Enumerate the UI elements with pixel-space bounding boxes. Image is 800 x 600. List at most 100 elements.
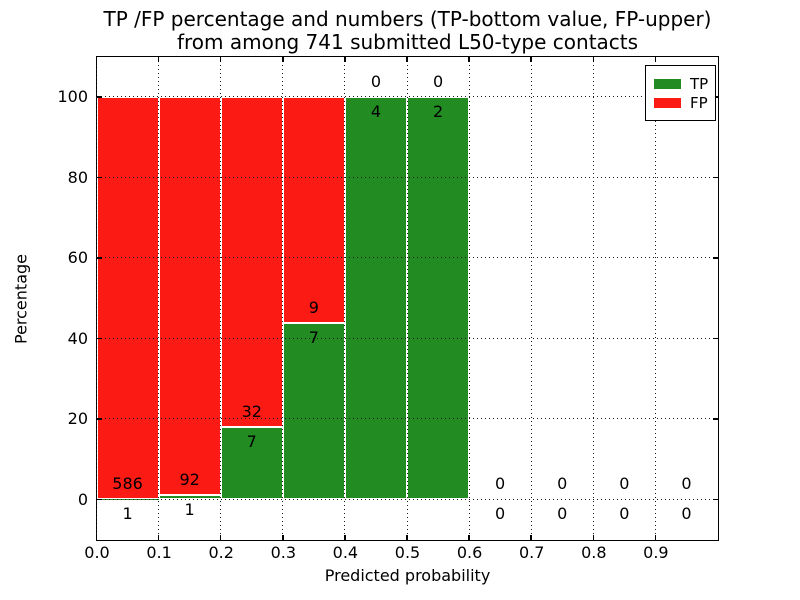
axis-tick bbox=[592, 56, 595, 62]
axis-tick bbox=[530, 56, 532, 62]
x-tick-label: 0.0 bbox=[84, 543, 110, 562]
fp-count-label: 0 bbox=[619, 474, 630, 494]
tp-count-label: 7 bbox=[246, 432, 257, 451]
chart-title-line1: TP /FP percentage and numbers (TP-bottom… bbox=[103, 7, 712, 31]
bar-segment-tp bbox=[220, 427, 283, 500]
fp-color-swatch bbox=[654, 97, 681, 108]
x-tick-label: 0.5 bbox=[394, 543, 421, 562]
legend-label-tp: TP bbox=[690, 74, 709, 93]
legend-entry-tp: TP bbox=[654, 74, 709, 93]
axis-tick bbox=[344, 534, 346, 540]
bar-segment-fp bbox=[282, 96, 345, 324]
tp-count-label: 2 bbox=[432, 101, 444, 121]
fp-count-label: 0 bbox=[681, 474, 692, 494]
fp-count-label: 0 bbox=[370, 71, 382, 91]
chart-title: TP /FP percentage and numbers (TP-bottom… bbox=[97, 8, 718, 54]
tp-color-swatch bbox=[654, 78, 681, 89]
fp-count-label: 0 bbox=[432, 71, 444, 91]
axis-tick bbox=[468, 56, 470, 62]
chart-title-line2: from among 741 submitted L50-type contac… bbox=[176, 30, 639, 54]
grid-line-horizontal bbox=[96, 498, 718, 500]
axis-tick bbox=[282, 534, 284, 540]
tp-count-label: 0 bbox=[495, 504, 506, 524]
y-tick-label: 60 bbox=[67, 248, 88, 268]
x-tick-label: 0.4 bbox=[332, 543, 359, 562]
bar-segment-fp bbox=[158, 96, 221, 495]
axis-tick bbox=[95, 534, 98, 540]
axis-tick bbox=[96, 418, 102, 420]
x-tick-label: 0.1 bbox=[146, 543, 172, 562]
legend-label-fp: FP bbox=[690, 93, 708, 112]
axis-tick bbox=[219, 56, 222, 62]
tp-count-label: 0 bbox=[619, 504, 630, 524]
fp-count-label: 586 bbox=[112, 473, 143, 493]
x-tick-label: 0.7 bbox=[518, 543, 545, 562]
axis-tick bbox=[654, 56, 657, 62]
bar-segment-tp bbox=[344, 96, 407, 500]
axis-tick bbox=[712, 257, 718, 259]
grid-line-vertical bbox=[654, 56, 656, 540]
tp-count-label: 1 bbox=[184, 499, 195, 519]
axis-tick bbox=[96, 337, 102, 339]
bar-segment-tp bbox=[282, 323, 345, 500]
axis-tick bbox=[157, 534, 160, 540]
y-tick-label: 100 bbox=[57, 87, 88, 107]
axis-tick bbox=[95, 56, 98, 62]
axis-tick bbox=[654, 534, 657, 540]
y-tick-label: 80 bbox=[67, 167, 88, 187]
grid-line-vertical bbox=[468, 56, 470, 540]
y-tick-label: 40 bbox=[67, 328, 88, 348]
fp-count-label: 9 bbox=[308, 298, 319, 318]
grid-line-horizontal bbox=[96, 257, 718, 259]
x-tick-label: 0.9 bbox=[643, 543, 669, 562]
grid-line-vertical bbox=[282, 56, 284, 540]
tp-count-label: 7 bbox=[308, 328, 319, 348]
axis-tick bbox=[592, 534, 595, 540]
axis-tick bbox=[96, 498, 102, 500]
axis-tick bbox=[530, 534, 532, 540]
x-tick-label: 0.8 bbox=[581, 543, 607, 562]
axis-tick bbox=[96, 257, 102, 259]
bar-segment-tp bbox=[407, 96, 470, 500]
grid-line-horizontal bbox=[96, 337, 718, 339]
fp-count-label: 32 bbox=[241, 402, 262, 421]
grid-line-vertical bbox=[406, 56, 408, 540]
bar-segment-tp bbox=[158, 494, 221, 500]
axis-tick bbox=[157, 56, 160, 62]
grid-line-vertical bbox=[220, 56, 222, 540]
axis-tick bbox=[712, 337, 718, 339]
plot-area: 586 1 92 1 32 7 9 7 0 4 0 2 0 0 0 0 0 0 0 0 bbox=[95, 55, 719, 541]
y-tick-label: 20 bbox=[67, 409, 88, 429]
legend-entry-fp: FP bbox=[654, 93, 708, 112]
tp-count-label: 0 bbox=[557, 504, 568, 524]
grid-line-vertical bbox=[530, 56, 532, 540]
y-axis-label: Percentage bbox=[11, 253, 31, 345]
grid-line-horizontal bbox=[96, 418, 718, 420]
tp-count-label: 4 bbox=[370, 101, 382, 121]
axis-tick bbox=[282, 56, 284, 62]
grid-line-horizontal bbox=[96, 96, 718, 98]
axis-tick bbox=[712, 176, 718, 178]
x-tick-label: 0.6 bbox=[456, 543, 483, 562]
fp-count-label: 0 bbox=[495, 474, 506, 494]
axis-tick bbox=[219, 534, 222, 540]
bar-segment-fp bbox=[220, 96, 283, 427]
y-tick-label: 0 bbox=[77, 489, 88, 509]
axis-tick bbox=[712, 498, 718, 500]
axis-tick bbox=[96, 176, 102, 178]
x-tick-label: 0.3 bbox=[270, 543, 297, 562]
axis-tick bbox=[96, 96, 102, 98]
axis-tick bbox=[468, 534, 470, 540]
x-tick-label: 0.2 bbox=[208, 543, 234, 562]
grid-line-horizontal bbox=[96, 176, 718, 178]
grid-line-vertical bbox=[158, 56, 160, 540]
tp-count-label: 0 bbox=[681, 504, 692, 524]
grid-line-vertical bbox=[344, 56, 346, 540]
legend: TP FP bbox=[645, 65, 716, 121]
axis-tick bbox=[406, 534, 408, 540]
axis-tick bbox=[344, 56, 346, 62]
axis-tick bbox=[406, 56, 408, 62]
x-axis-label: Predicted probability bbox=[324, 566, 491, 585]
grid-line-vertical bbox=[96, 56, 97, 540]
